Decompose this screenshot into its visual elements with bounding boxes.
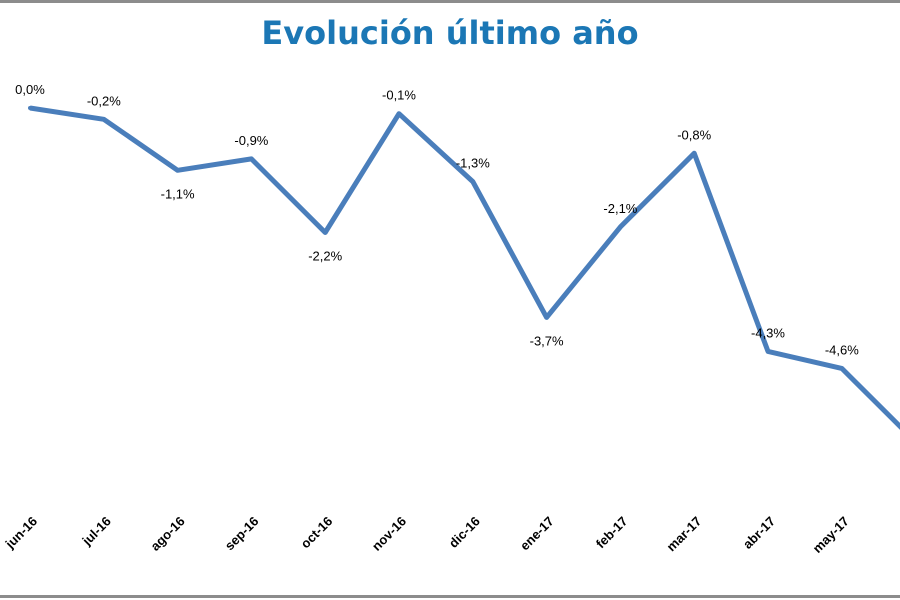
data-point: [28, 106, 32, 110]
x-tick-label: oct-16: [298, 514, 336, 552]
data-point: [618, 224, 623, 229]
data-label: -2,2%: [308, 249, 342, 264]
data-label: 0,0%: [15, 82, 45, 97]
x-tick-label: dic-16: [446, 514, 483, 551]
x-tick-label: mar-17: [664, 514, 705, 555]
data-label: -1,3%: [456, 156, 490, 171]
data-point: [544, 315, 549, 320]
x-tick-label: jun-16: [2, 514, 40, 552]
data-label: -4,6%: [825, 342, 859, 357]
data-point: [175, 168, 180, 173]
data-point: [323, 230, 328, 235]
chart-title: Evolución último año: [261, 14, 639, 52]
data-point: [692, 151, 697, 156]
data-label: -0,1%: [382, 88, 416, 103]
data-point: [397, 111, 401, 116]
data-label: -4,3%: [751, 325, 785, 340]
data-point: [101, 117, 106, 122]
x-tick-label: ene-17: [517, 514, 557, 554]
x-tick-label: feb-17: [593, 514, 631, 552]
data-label: -3,7%: [530, 333, 564, 348]
x-tick-label: sep-16: [222, 514, 262, 554]
x-tick-label: jul-16: [79, 514, 114, 549]
data-label: -1,1%: [161, 186, 195, 201]
data-point: [470, 179, 475, 184]
x-tick-label: ago-16: [147, 514, 187, 554]
data-label: -2,1%: [603, 201, 637, 216]
x-tick-label: nov-16: [369, 514, 409, 554]
x-tick-label: may-17: [810, 514, 852, 556]
data-point: [839, 366, 844, 371]
data-label: -0,2%: [87, 93, 121, 108]
top-border: [0, 0, 900, 3]
bottom-border: [0, 595, 900, 598]
data-label: -0,8%: [677, 127, 711, 142]
data-point: [249, 156, 254, 161]
x-tick-label: abr-17: [740, 514, 778, 552]
data-point: [766, 349, 770, 354]
data-label: -0,9%: [234, 133, 268, 148]
